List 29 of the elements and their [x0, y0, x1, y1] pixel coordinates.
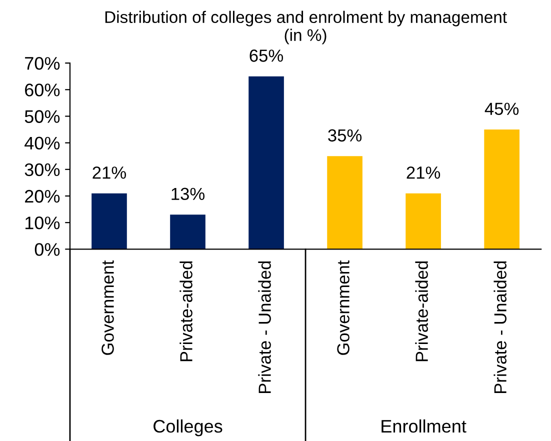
y-tick-label: 40%: [24, 136, 60, 150]
bar: [92, 193, 127, 250]
data-label: 45%: [484, 102, 519, 115]
x-tick-label: Government: [337, 260, 350, 355]
y-tick-label: 50%: [24, 110, 60, 123]
data-label: 65%: [250, 50, 284, 62]
bar: [170, 214, 206, 250]
bar: [248, 76, 284, 250]
y-tick-label: 60%: [25, 84, 60, 96]
x-tick-label: Private - Unaided: [494, 261, 506, 393]
y-tick-label: 0%: [34, 243, 60, 256]
y-tick-label: 10%: [25, 216, 60, 230]
text: Colleges: [154, 419, 222, 436]
bar: [327, 156, 362, 250]
data-label: 35%: [328, 129, 362, 142]
data-label: 21%: [406, 166, 440, 179]
text: Enrollment: [382, 419, 466, 433]
x-tick-label: Private - Unaided: [258, 261, 271, 393]
data-label: 21%: [92, 166, 126, 179]
y-tick-label: 30%: [24, 163, 60, 176]
x-tick-label: Private-aided: [180, 261, 192, 362]
x-tick-label: Government: [102, 260, 114, 355]
y-tick-label: 70%: [25, 56, 60, 70]
chart-title: Distribution of colleges and enrolment by management (in %): [105, 10, 507, 44]
bar: [406, 193, 441, 250]
y-tick-label: 20%: [25, 190, 60, 203]
data-label: 13%: [172, 188, 205, 200]
x-tick-label: Private-aided: [415, 261, 428, 362]
bar: [484, 130, 520, 250]
